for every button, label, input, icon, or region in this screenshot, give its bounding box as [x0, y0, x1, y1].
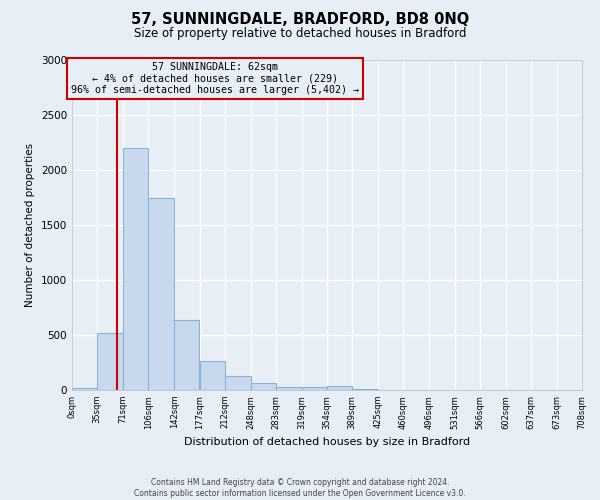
- Bar: [327, 386, 352, 390]
- Bar: [251, 383, 276, 390]
- Bar: [148, 198, 174, 390]
- Y-axis label: Number of detached properties: Number of detached properties: [25, 143, 35, 307]
- Bar: [199, 362, 225, 390]
- Bar: [225, 376, 251, 390]
- Bar: [302, 386, 327, 390]
- Bar: [72, 388, 97, 390]
- Text: 57, SUNNINGDALE, BRADFORD, BD8 0NQ: 57, SUNNINGDALE, BRADFORD, BD8 0NQ: [131, 12, 469, 28]
- Text: Size of property relative to detached houses in Bradford: Size of property relative to detached ho…: [134, 28, 466, 40]
- Text: 57 SUNNINGDALE: 62sqm
← 4% of detached houses are smaller (229)
96% of semi-deta: 57 SUNNINGDALE: 62sqm ← 4% of detached h…: [71, 62, 359, 95]
- Bar: [352, 389, 378, 390]
- Bar: [276, 386, 302, 390]
- Bar: [123, 148, 148, 390]
- Text: Contains HM Land Registry data © Crown copyright and database right 2024.
Contai: Contains HM Land Registry data © Crown c…: [134, 478, 466, 498]
- Bar: [97, 333, 123, 390]
- X-axis label: Distribution of detached houses by size in Bradford: Distribution of detached houses by size …: [184, 437, 470, 447]
- Bar: [174, 320, 199, 390]
